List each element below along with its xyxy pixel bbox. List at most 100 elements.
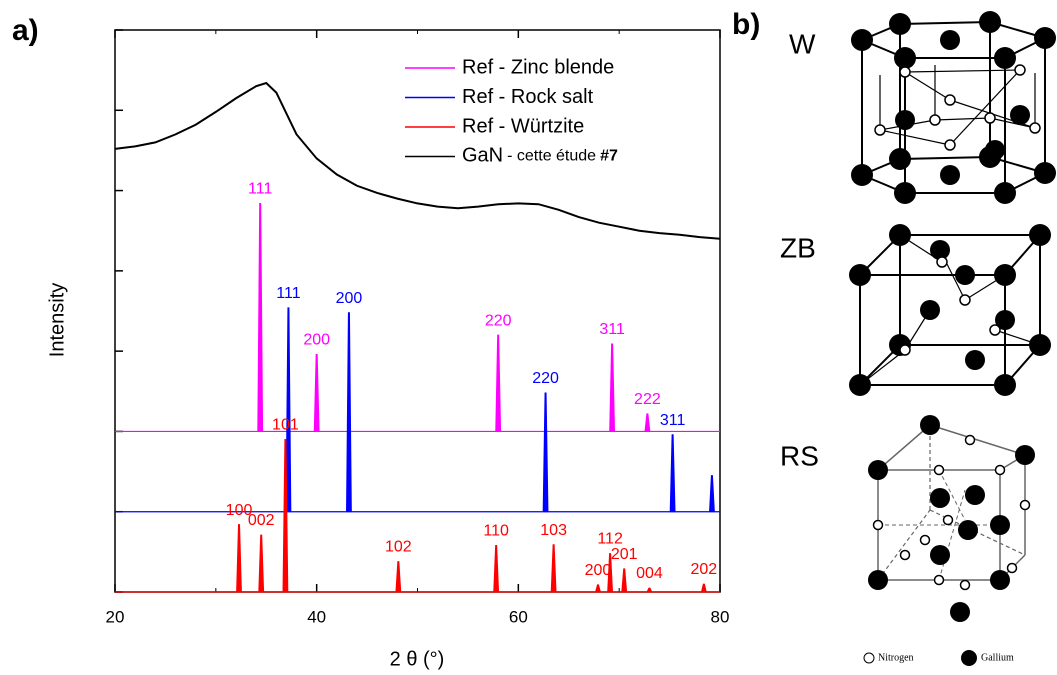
gallium-atom <box>895 110 915 130</box>
nitrogen-atom <box>964 434 976 446</box>
nitrogen-atom <box>899 344 911 356</box>
bond <box>877 509 931 581</box>
bond <box>938 469 966 521</box>
x-tick-label: 80 <box>711 607 730 626</box>
nitrogen-atom <box>1006 562 1018 574</box>
gallium-atom <box>1034 27 1056 49</box>
gallium-atom <box>940 30 960 50</box>
bond <box>877 424 931 471</box>
peak <box>700 583 707 593</box>
peak <box>236 524 242 593</box>
peak <box>644 413 651 432</box>
peak-label: 002 <box>248 512 275 529</box>
gallium-atom <box>1029 224 1051 246</box>
gallium-atom <box>994 47 1016 69</box>
structure-label: W <box>789 28 816 59</box>
nitrogen-atom <box>899 66 911 78</box>
legend-text: Ref - Zinc blende <box>462 56 614 78</box>
gallium-atom <box>994 182 1016 204</box>
peak <box>542 392 549 513</box>
peak-label: 111 <box>276 285 300 302</box>
nitrogen-atom <box>1019 499 1031 511</box>
peak-label: 200 <box>336 290 363 307</box>
nitrogen-atom <box>984 112 996 124</box>
bond <box>989 117 1036 129</box>
legend-text: Gallium <box>981 652 1014 663</box>
bond <box>899 156 991 160</box>
peak <box>646 587 653 593</box>
panel-label: a) <box>12 14 39 47</box>
gallium-atom <box>985 140 1005 160</box>
peak-label: 202 <box>691 561 718 578</box>
peak-label: 101 <box>272 417 299 434</box>
gallium-atom <box>994 374 1016 396</box>
gallium-atom <box>889 148 911 170</box>
nitrogen-atom <box>933 464 945 476</box>
peak <box>257 203 264 432</box>
x-tick-label: 60 <box>509 607 528 626</box>
legend-tag: #7 <box>600 148 618 165</box>
nitrogen-atom <box>994 464 1006 476</box>
nitrogen-atom <box>936 256 948 268</box>
gallium-atom <box>958 520 978 540</box>
plot-frame <box>114 29 721 593</box>
data-line <box>114 81 721 240</box>
peak-label: 200 <box>303 332 330 349</box>
bond <box>904 69 1021 73</box>
peak <box>609 343 616 432</box>
peak-label: 311 <box>599 321 625 338</box>
nitrogen-atom <box>899 549 911 561</box>
bond <box>934 117 991 121</box>
peak <box>285 307 292 513</box>
gallium-atom <box>979 11 1001 33</box>
peak-label: 110 <box>483 523 509 540</box>
gallium-atom <box>851 29 873 51</box>
bond <box>929 424 1026 456</box>
peak <box>669 434 676 513</box>
x-tick-label: 40 <box>307 607 326 626</box>
gallium-atom <box>965 350 985 370</box>
gallium-atom <box>1015 445 1035 465</box>
gallium-atom <box>965 485 985 505</box>
gallium-atom <box>995 310 1015 330</box>
gallium-atom <box>940 165 960 185</box>
gallium-atom <box>994 264 1016 286</box>
bond <box>938 489 966 581</box>
peak <box>282 439 289 593</box>
x-axis-label: 2 θ (°) <box>390 648 445 670</box>
gallium-atom <box>920 415 940 435</box>
peak-label: 004 <box>636 565 663 582</box>
legend-text: Nitrogen <box>878 652 914 663</box>
gallium-atom <box>955 265 975 285</box>
gallium-key <box>961 650 977 666</box>
nitrogen-atom <box>989 324 1001 336</box>
gallium-atom <box>920 300 940 320</box>
legend-note: - cette étude <box>507 148 596 165</box>
gallium-atom <box>1034 162 1056 184</box>
peak <box>346 312 352 513</box>
nitrogen-atom <box>929 114 941 126</box>
peak-label: 201 <box>611 546 638 563</box>
legend-name: GaN <box>462 145 503 167</box>
peak <box>607 553 614 593</box>
gallium-atom <box>1029 334 1051 356</box>
gallium-atom <box>990 515 1010 535</box>
peak-label: 220 <box>485 312 512 329</box>
bond <box>899 21 991 25</box>
gallium-atom <box>894 47 916 69</box>
gallium-atom <box>930 488 950 508</box>
peak-label: 222 <box>634 391 661 408</box>
gallium-atom <box>849 374 871 396</box>
peak-label: 103 <box>540 522 567 539</box>
peak <box>621 568 628 593</box>
gallium-atom <box>894 182 916 204</box>
peak <box>493 545 500 593</box>
peak-label: 100 <box>226 502 253 519</box>
peak <box>313 353 320 432</box>
nitrogen-atom <box>944 94 956 106</box>
nitrogen-key <box>863 652 875 664</box>
gallium-atom <box>868 460 888 480</box>
legend-text: Ref - Rock salt <box>462 86 594 108</box>
peak <box>258 534 265 593</box>
